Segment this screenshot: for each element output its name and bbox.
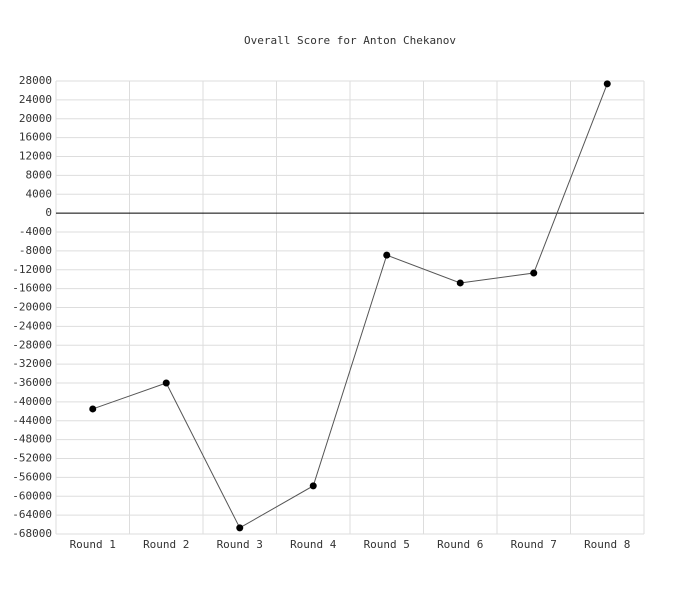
y-tick-label: -40000 [12,395,52,408]
x-tick-label: Round 8 [584,538,630,551]
data-point [383,251,391,259]
y-tick-label: -28000 [12,338,52,351]
y-tick-label: -24000 [12,319,52,332]
x-tick-label: Round 2 [143,538,189,551]
y-tick-label: 20000 [19,112,52,125]
data-point [603,80,611,88]
y-tick-label: -52000 [12,452,52,465]
data-point [309,482,317,490]
series-line [92,83,608,529]
x-tick-label: Round 6 [437,538,483,551]
y-tick-label: 8000 [26,168,53,181]
data-point [456,279,464,287]
y-tick-label: -60000 [12,489,52,502]
chart-title: Overall Score for Anton Chekanov [244,34,456,47]
x-tick-label: Round 5 [364,538,410,551]
data-point [236,524,244,532]
data-point [162,379,170,387]
x-tick-label: Round 3 [217,538,263,551]
x-tick-label: Round 7 [511,538,557,551]
data-point [530,269,538,277]
y-tick-label: 12000 [19,150,52,163]
y-tick-label: -56000 [12,470,52,483]
y-tick-label: 4000 [26,187,53,200]
y-tick-label: -20000 [12,301,52,314]
y-tick-label: -16000 [12,282,52,295]
y-tick-label: -44000 [12,414,52,427]
y-tick-label: -48000 [12,433,52,446]
y-tick-label: 28000 [19,74,52,87]
y-tick-label: 0 [45,206,52,219]
data-point [89,405,97,413]
y-tick-label: -68000 [12,527,52,540]
y-tick-label: -36000 [12,376,52,389]
y-tick-label: -12000 [12,263,52,276]
x-tick-label: Round 4 [290,538,337,551]
y-tick-label: -64000 [12,508,52,521]
y-tick-label: 16000 [19,131,52,144]
y-tick-label: -4000 [19,225,52,238]
y-tick-label: -8000 [19,244,52,257]
y-tick-label: -32000 [12,357,52,370]
x-tick-label: Round 1 [70,538,116,551]
y-tick-label: 24000 [19,93,52,106]
